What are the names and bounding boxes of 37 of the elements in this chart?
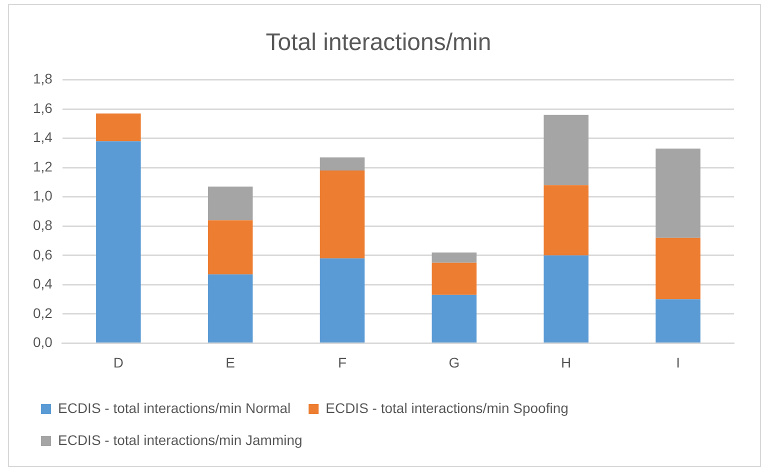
bar [208, 186, 253, 220]
bar [96, 113, 141, 142]
legend-label: ECDIS - total interactions/min Jamming [58, 432, 302, 448]
y-tick-label: 0,2 [32, 304, 53, 321]
bar [656, 148, 700, 238]
bar [432, 252, 477, 263]
bar [208, 220, 253, 274]
y-tick-label: 0,0 [32, 334, 53, 350]
bar [544, 114, 588, 186]
bar [544, 185, 588, 256]
x-tick-label: E [226, 354, 236, 370]
x-tick-label: I [676, 354, 680, 370]
bar [656, 238, 700, 300]
y-tick-label: 1,8 [32, 70, 53, 87]
y-tick-label: 1,4 [32, 129, 53, 146]
bar [544, 255, 588, 342]
bar [208, 274, 253, 342]
legend-label: ECDIS - total interactions/min Normal [58, 400, 291, 416]
bar [432, 294, 477, 342]
x-tick-label: F [338, 354, 347, 370]
bar [656, 299, 700, 342]
y-tick-label: 1,0 [32, 188, 53, 204]
bar [320, 157, 365, 171]
y-tick-label: 0,8 [32, 216, 53, 233]
legend-label: ECDIS - total interactions/min Spoofing [326, 400, 568, 416]
y-tick-label: 1,6 [32, 100, 53, 116]
bar [96, 141, 141, 342]
y-tick-label: 0,4 [32, 276, 53, 292]
y-tick-label: 0,6 [32, 246, 53, 262]
bar [320, 258, 365, 342]
bar [432, 262, 477, 295]
x-tick-label: D [113, 354, 124, 370]
x-tick-label: H [561, 354, 572, 370]
chart-title: Total interactions/min [266, 29, 492, 56]
y-tick-label: 1,2 [32, 158, 53, 174]
bar [320, 170, 365, 258]
x-tick-label: G [448, 354, 460, 370]
